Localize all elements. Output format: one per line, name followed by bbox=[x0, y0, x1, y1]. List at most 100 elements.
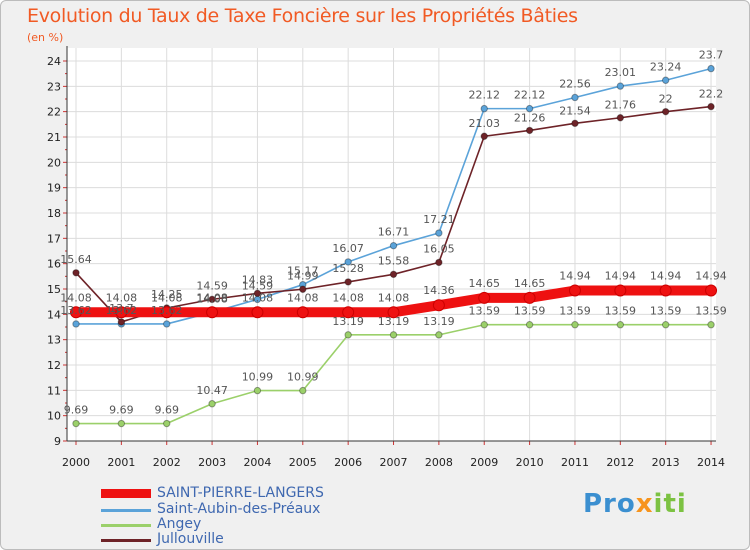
data-label: 14.08 bbox=[242, 291, 274, 304]
data-label: 22.12 bbox=[468, 89, 500, 102]
legend-swatch bbox=[101, 509, 151, 512]
data-point-saint-pierre-langers bbox=[614, 284, 627, 297]
data-point-jullouville bbox=[253, 289, 262, 298]
data-label: 16.07 bbox=[332, 242, 364, 255]
y-tick-label: 18 bbox=[47, 207, 61, 220]
data-point-angey bbox=[163, 419, 171, 428]
y-tick-label: 21 bbox=[47, 131, 61, 144]
data-label: 10.47 bbox=[196, 384, 228, 397]
data-label: 10.99 bbox=[287, 371, 319, 384]
data-label: 13.59 bbox=[468, 305, 500, 318]
data-label: 13.19 bbox=[423, 315, 455, 328]
data-point-saint-pierre-langers bbox=[251, 306, 264, 319]
data-point-saint-aubin-des-preaux bbox=[525, 104, 534, 113]
data-label: 13.62 bbox=[106, 304, 138, 317]
data-label: 22 bbox=[659, 93, 673, 106]
legend-swatch bbox=[101, 524, 151, 527]
data-label: 22.2 bbox=[699, 88, 724, 101]
data-point-saint-pierre-langers bbox=[342, 306, 355, 319]
data-label: 14.59 bbox=[196, 279, 228, 292]
data-point-jullouville bbox=[389, 270, 398, 279]
data-label: 9.69 bbox=[109, 404, 134, 417]
data-label: 13.59 bbox=[695, 305, 727, 318]
data-point-jullouville bbox=[571, 119, 579, 128]
data-label: 13.19 bbox=[378, 315, 410, 328]
data-point-angey bbox=[299, 386, 307, 395]
data-label: 13.19 bbox=[332, 315, 364, 328]
data-point-jullouville bbox=[344, 278, 352, 286]
data-label: 14.08 bbox=[196, 291, 228, 304]
data-point-angey bbox=[571, 321, 579, 329]
data-point-angey bbox=[616, 321, 625, 329]
data-point-saint-aubin-des-preaux bbox=[480, 104, 488, 113]
data-label: 21.26 bbox=[514, 111, 546, 124]
data-label: 14.08 bbox=[196, 292, 228, 305]
data-point-angey bbox=[707, 321, 715, 329]
legend-label: Angey bbox=[157, 516, 202, 532]
data-label: 15.64 bbox=[60, 253, 92, 266]
legend-label: SAINT-PIERRE-LANGERS bbox=[157, 485, 324, 501]
data-point-saint-aubin-des-preaux bbox=[163, 320, 171, 328]
chart-subtitle: (en %) bbox=[27, 31, 64, 44]
grid-lines bbox=[67, 48, 716, 442]
data-label: 15.28 bbox=[332, 262, 364, 275]
data-point-saint-pierre-langers bbox=[432, 299, 445, 312]
data-label: 14.94 bbox=[650, 270, 682, 283]
x-tick-label: 2003 bbox=[198, 456, 226, 469]
data-label: 16.05 bbox=[423, 242, 455, 255]
data-point-jullouville bbox=[480, 132, 488, 140]
data-label: 21.03 bbox=[468, 117, 500, 130]
x-tick-label: 2010 bbox=[516, 456, 544, 469]
data-point-saint-pierre-langers bbox=[296, 306, 309, 319]
data-point-jullouville bbox=[661, 107, 670, 116]
y-tick-label: 13 bbox=[47, 334, 61, 347]
legend-label: Saint-Aubin-des-Préaux bbox=[157, 501, 321, 517]
x-tick-label: 2014 bbox=[697, 456, 725, 469]
data-label: 22.56 bbox=[559, 77, 591, 90]
chart-title: Evolution du Taux de Taxe Foncière sur l… bbox=[27, 5, 578, 27]
y-tick-label: 23 bbox=[47, 80, 61, 93]
data-labels: 14.08 14.08 14.08 14.08 14.08 14.08 14.08 14.08… bbox=[60, 49, 727, 417]
data-point-angey bbox=[435, 331, 443, 339]
data-label: 14.65 bbox=[514, 277, 546, 290]
x-tick-label: 2013 bbox=[652, 456, 680, 469]
proxiti-logo: Proxiti bbox=[583, 489, 687, 519]
data-point-saint-pierre-langers bbox=[387, 306, 400, 319]
y-tick-label: 9 bbox=[54, 435, 61, 448]
data-label: 14.36 bbox=[423, 284, 455, 297]
data-label: 17.21 bbox=[423, 213, 455, 226]
data-label: 14.99 bbox=[287, 269, 319, 282]
data-point-angey bbox=[117, 419, 126, 428]
legend-swatch bbox=[101, 489, 151, 498]
data-label: 13.59 bbox=[514, 305, 546, 318]
data-label: 14.94 bbox=[695, 270, 727, 283]
data-point-jullouville bbox=[299, 285, 307, 293]
data-point-saint-aubin-des-preaux bbox=[344, 258, 352, 266]
legend-item-saint-pierre-langers: SAINT-PIERRE-LANGERS bbox=[101, 485, 381, 502]
data-point-saint-pierre-langers bbox=[705, 284, 718, 297]
data-label: 13.62 bbox=[151, 304, 183, 317]
data-label: 14.94 bbox=[605, 270, 637, 283]
data-label: 21.76 bbox=[605, 99, 637, 112]
y-tick-label: 17 bbox=[47, 232, 61, 245]
y-tick-label: 11 bbox=[47, 384, 61, 397]
data-label: 14.94 bbox=[559, 270, 591, 283]
data-point-jullouville bbox=[435, 258, 443, 267]
data-label: 13.59 bbox=[605, 305, 637, 318]
data-label: 14.08 bbox=[332, 291, 364, 304]
data-label: 16.71 bbox=[378, 226, 410, 239]
series-layer bbox=[70, 64, 718, 428]
x-tick-label: 2006 bbox=[334, 456, 362, 469]
y-tick-label: 15 bbox=[47, 283, 61, 296]
data-point-saint-aubin-des-preaux bbox=[707, 64, 715, 73]
data-label: 13.59 bbox=[559, 305, 591, 318]
data-point-jullouville bbox=[616, 114, 625, 122]
x-tick-label: 2009 bbox=[470, 456, 498, 469]
data-point-angey bbox=[72, 419, 80, 428]
legend-item-jullouville: Jullouville bbox=[101, 531, 381, 548]
data-label: 14.08 bbox=[151, 291, 183, 304]
data-point-angey bbox=[480, 321, 488, 329]
data-point-jullouville bbox=[72, 269, 80, 277]
legend-swatch bbox=[101, 539, 151, 542]
